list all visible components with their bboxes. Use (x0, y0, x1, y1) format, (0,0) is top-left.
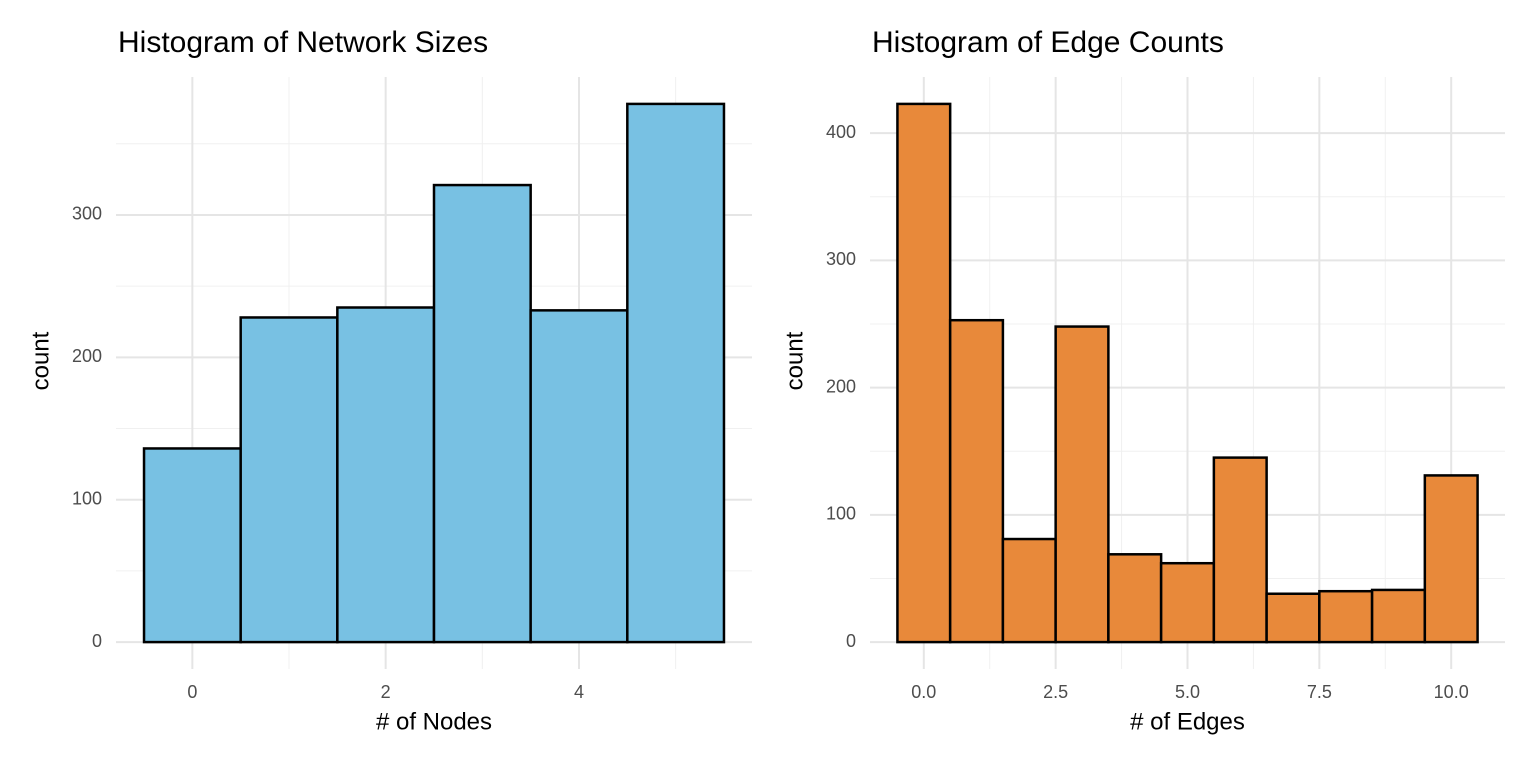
x-tick-label: 10.0 (1434, 682, 1469, 702)
y-tick-label: 300 (72, 204, 102, 224)
y-tick-label: 200 (826, 376, 856, 396)
y-tick-label: 300 (826, 249, 856, 269)
bar (1318, 589, 1374, 644)
bar (1159, 561, 1216, 644)
y-tick-label: 200 (72, 346, 102, 366)
bar (336, 306, 436, 644)
y-tick-label: 100 (826, 504, 856, 524)
bar (1212, 456, 1268, 644)
bar (626, 102, 726, 644)
bar (896, 102, 952, 644)
chart-title: Histogram of Edge Counts (872, 26, 1224, 59)
chart-title: Histogram of Network Sizes (118, 26, 488, 59)
x-tick-label: 0.0 (911, 682, 936, 702)
y-axis-label: count (27, 331, 54, 390)
x-axis-label: # of Edges (1130, 708, 1245, 735)
x-tick-label: 5.0 (1175, 682, 1200, 702)
x-tick-label: 4 (574, 682, 584, 702)
x-tick-label: 7.5 (1307, 682, 1332, 702)
y-tick-label: 100 (72, 488, 102, 508)
x-tick-label: 0 (187, 682, 197, 702)
bar (1423, 474, 1479, 644)
x-axis-label: # of Nodes (376, 708, 492, 735)
bar (142, 447, 242, 644)
bar (529, 309, 629, 644)
bar (1265, 592, 1321, 644)
bar (1001, 537, 1057, 644)
bar (1370, 588, 1427, 644)
bar (239, 316, 339, 644)
y-tick-label: 400 (826, 122, 856, 142)
y-axis-label: count (781, 331, 808, 390)
x-tick-label: 2 (381, 682, 391, 702)
bar (948, 318, 1005, 644)
bar (432, 183, 532, 644)
y-tick-label: 0 (846, 631, 856, 651)
y-tick-label: 0 (92, 631, 102, 651)
x-tick-label: 2.5 (1043, 682, 1068, 702)
bar (1107, 553, 1163, 644)
bar (1054, 325, 1110, 644)
